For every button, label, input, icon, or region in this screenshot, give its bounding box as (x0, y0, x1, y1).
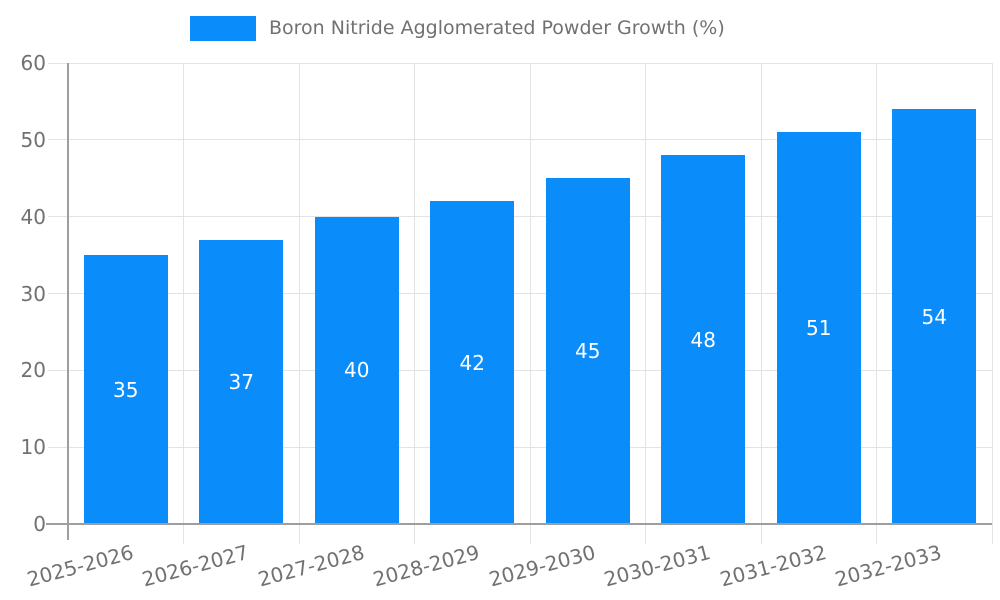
y-tick-label-40: 40 (20, 204, 46, 229)
bar-2027-2028[interactable]: 40 (314, 216, 399, 524)
bar-value-label: 40 (344, 358, 370, 383)
x-tick-label-2030-2031: 2030-2031 (601, 540, 714, 592)
legend-item[interactable]: Boron Nitride Agglomerated Powder Growth… (190, 16, 725, 41)
gridline-vertical-2 (298, 63, 300, 544)
gridline-vertical-6 (760, 63, 762, 544)
bar-2025-2026[interactable]: 35 (83, 255, 168, 524)
gridline-horizontal-50 (48, 139, 992, 141)
bar-value-label: 45 (575, 339, 601, 364)
bar-value-label: 51 (806, 316, 832, 341)
x-tick-label-2032-2033: 2032-2033 (832, 540, 945, 592)
gridline-horizontal-10 (48, 446, 992, 448)
y-tick-label-20: 20 (20, 358, 46, 383)
x-tick-label-2026-2027: 2026-2027 (139, 540, 252, 592)
bar-2031-2032[interactable]: 51 (776, 132, 861, 524)
x-tick-label-2028-2029: 2028-2029 (370, 540, 483, 592)
gridline-vertical-3 (414, 63, 415, 544)
bar-value-label: 37 (228, 369, 254, 394)
gridline-vertical-4 (529, 63, 531, 544)
x-tick-label-2025-2026: 2025-2026 (24, 540, 136, 592)
bar-value-label: 54 (921, 304, 947, 329)
bar-value-label: 48 (690, 327, 716, 352)
bar-value-label: 35 (113, 377, 139, 402)
x-tick-label-2027-2028: 2027-2028 (255, 540, 367, 592)
gridline-vertical-8 (991, 63, 993, 544)
bar-2032-2033[interactable]: 54 (892, 109, 977, 524)
y-tick-label-0: 0 (33, 512, 46, 536)
bar-2029-2030[interactable]: 45 (545, 178, 630, 524)
bar-2026-2027[interactable]: 37 (199, 239, 284, 524)
y-axis-line (67, 63, 69, 540)
x-tick-label-2029-2030: 2029-2030 (486, 540, 598, 592)
bar-value-label: 42 (459, 350, 485, 375)
gridline-vertical-7 (876, 63, 877, 544)
x-tick-label-2031-2032: 2031-2032 (717, 540, 829, 592)
gridline-horizontal-40 (48, 216, 992, 218)
gridline-horizontal-60 (48, 62, 992, 64)
legend-label: Boron Nitride Agglomerated Powder Growth… (269, 17, 725, 39)
bar-2028-2029[interactable]: 42 (430, 201, 515, 524)
y-tick-label-10: 10 (20, 435, 46, 460)
x-axis-line (46, 523, 992, 525)
gridline-vertical-1 (183, 63, 184, 544)
gridline-horizontal-30 (48, 293, 992, 294)
gridline-vertical-5 (645, 63, 646, 544)
y-tick-label-30: 30 (20, 281, 46, 306)
gridline-horizontal-20 (48, 369, 992, 371)
y-tick-label-60: 60 (20, 51, 46, 75)
y-tick-label-50: 50 (20, 127, 46, 152)
bar-2030-2031[interactable]: 48 (661, 155, 746, 524)
legend-color-swatch (190, 16, 256, 41)
